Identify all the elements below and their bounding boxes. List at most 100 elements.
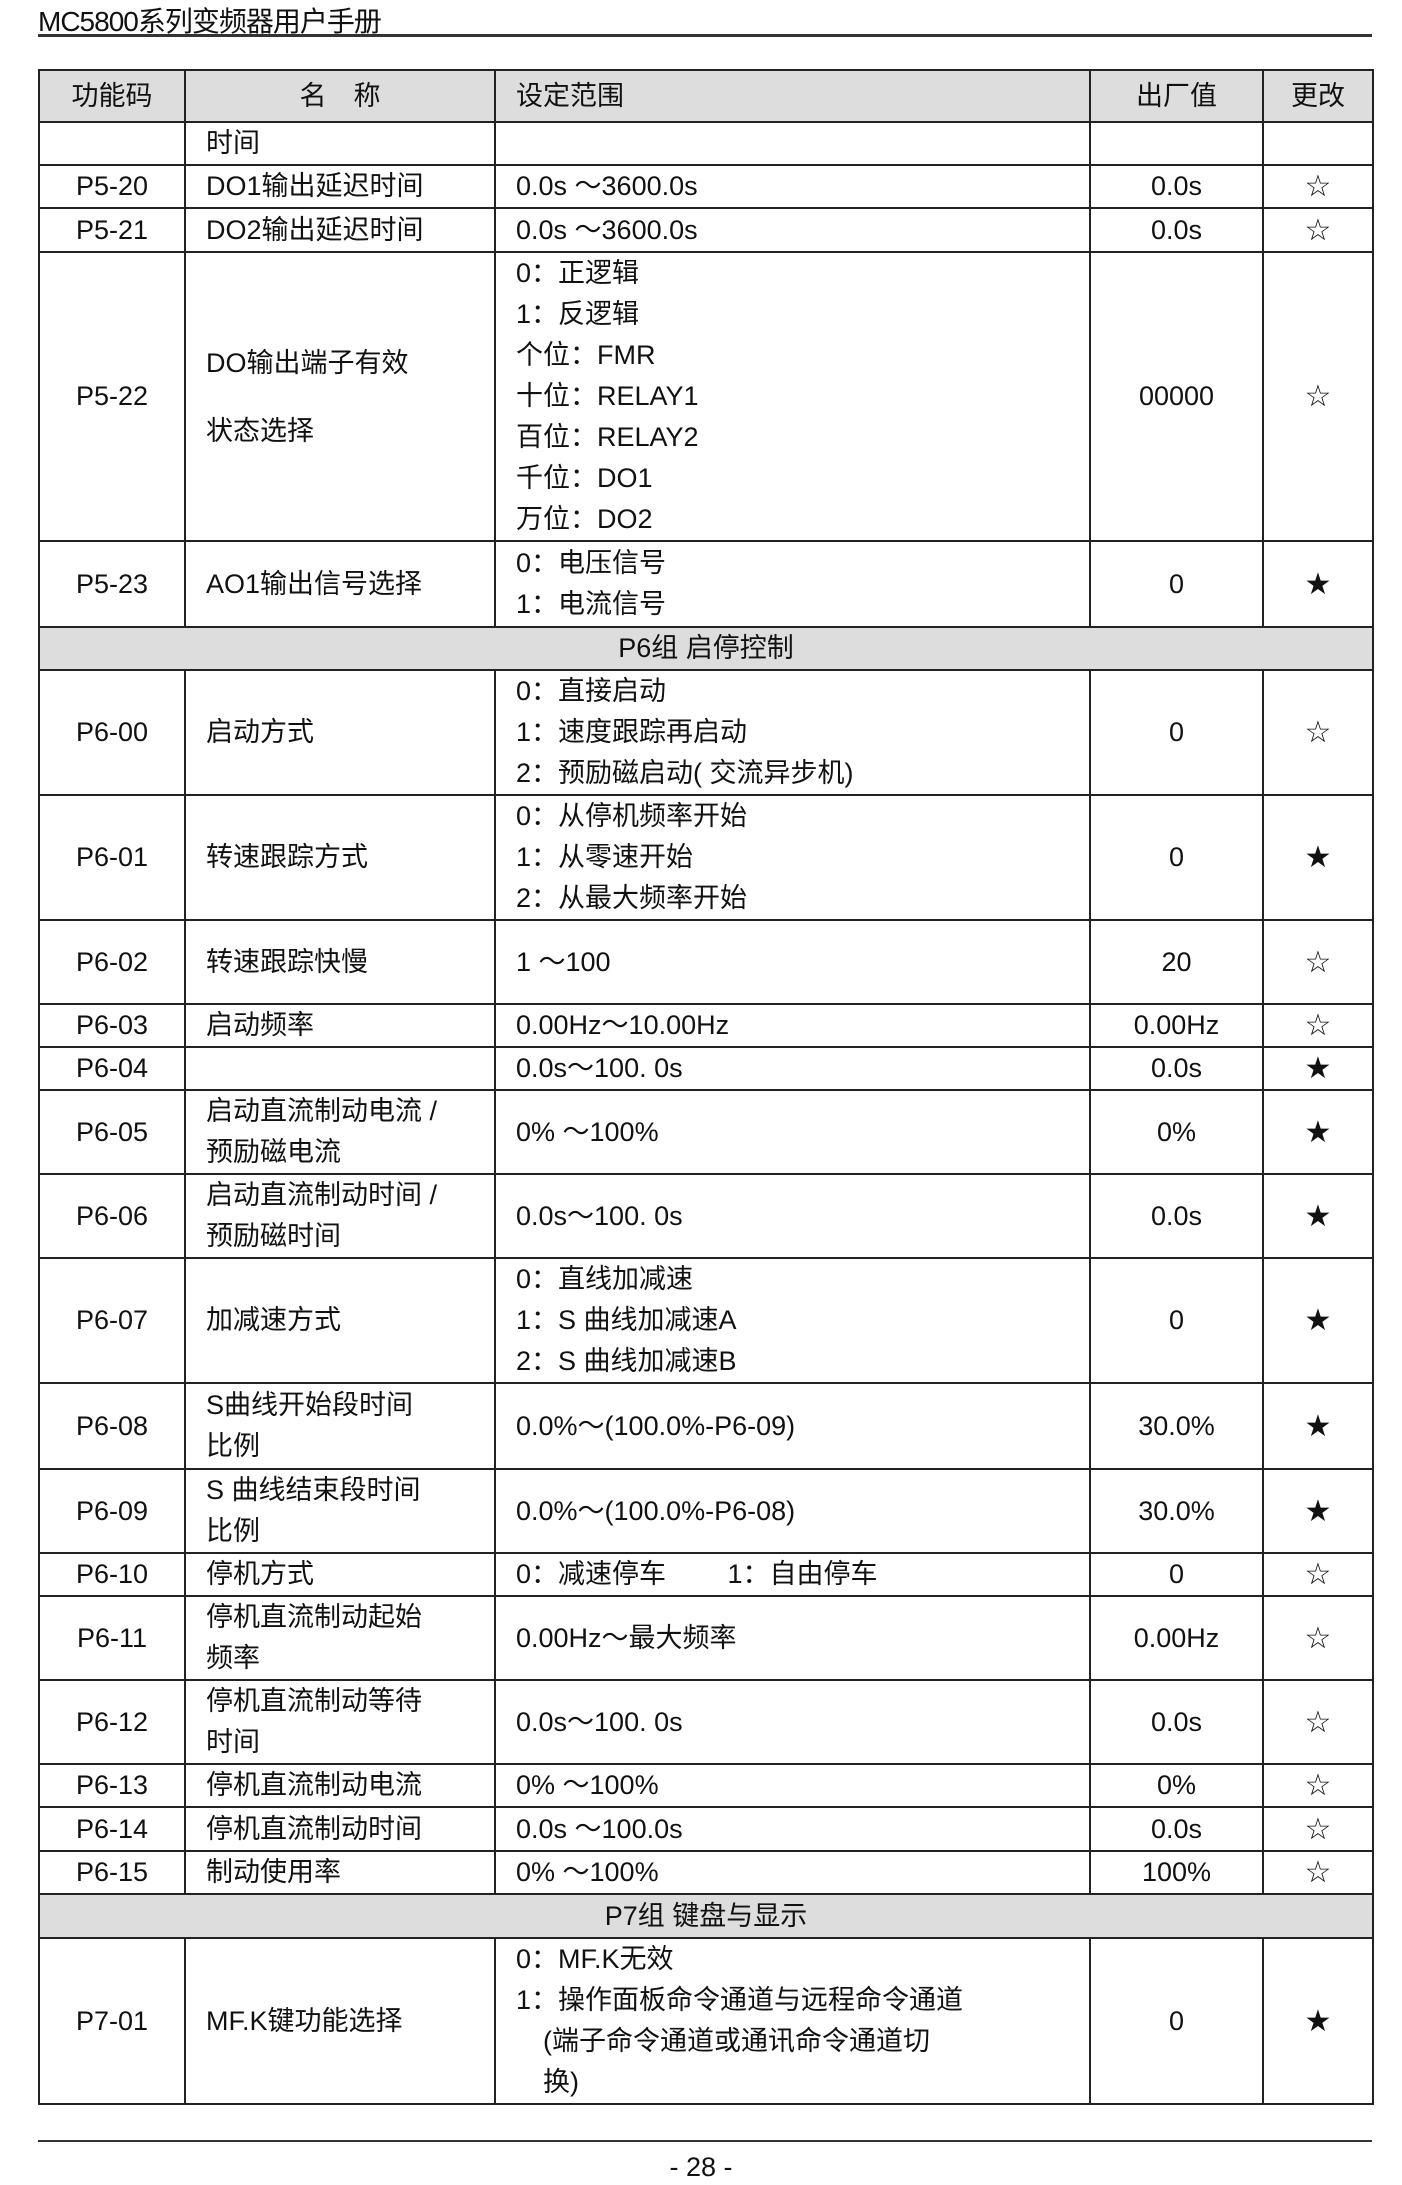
- outline-star-icon: ☆: [1262, 251, 1374, 542]
- filled-star-icon: ★: [1262, 1089, 1374, 1175]
- param-default: 0.0s: [1089, 207, 1264, 253]
- outline-star-icon: ☆: [1262, 1806, 1374, 1852]
- param-default: 20: [1089, 919, 1264, 1005]
- table-row: P6-02 转速跟踪快慢 1 ～100 20 ☆: [38, 919, 1374, 1005]
- range-line: 换): [516, 2067, 579, 2097]
- filled-star-icon: ★: [1262, 1257, 1374, 1384]
- param-range: 0：直接启动 1：速度跟踪再启动 2：预励磁启动( 交流异步机): [494, 669, 1091, 796]
- range-line: 0.0s～100. 0s: [516, 1706, 683, 1737]
- name-line: 比例: [206, 1431, 260, 1461]
- param-name: S 曲线结束段时间 比例: [184, 1468, 496, 1554]
- range-line: 2：预励磁启动( 交流异步机): [516, 758, 854, 788]
- param-default: 0: [1089, 1257, 1264, 1384]
- param-code: P6-12: [38, 1679, 186, 1765]
- table-row: P6-10 停机方式 0：减速停车 1：自由停车 0 ☆: [38, 1552, 1374, 1597]
- param-range: 0：减速停车 1：自由停车: [494, 1552, 1091, 1597]
- param-range: 0.0s ～3600.0s: [494, 207, 1091, 253]
- param-name: 制动使用率: [184, 1850, 496, 1895]
- range-line: 0.0s～100. 0s: [516, 1053, 683, 1083]
- group-header-row: P7组 键盘与显示: [38, 1893, 1374, 1939]
- table-row: P5-21 DO2输出延迟时间 0.0s ～3600.0s 0.0s ☆: [38, 207, 1374, 253]
- param-name: 转速跟踪快慢: [184, 919, 496, 1005]
- table-row: P6-06 启动直流制动时间 / 预励磁时间 0.0s～100. 0s 0.0s …: [38, 1173, 1374, 1259]
- range-line: 0：电压信号: [516, 548, 667, 578]
- param-range: 0：直线加减速 1：S 曲线加减速A 2：S 曲线加减速B: [494, 1257, 1091, 1384]
- param-code: P6-15: [38, 1850, 186, 1895]
- param-code: P6-07: [38, 1257, 186, 1384]
- range-line: 0.0s ～3600.0s: [516, 171, 698, 201]
- param-name: 转速跟踪方式: [184, 794, 496, 921]
- page-number: - 28 -: [669, 2152, 733, 2182]
- param-default: 100%: [1089, 1850, 1264, 1895]
- table-row: P6-04 0.0s～100. 0s 0.0s ★: [38, 1046, 1374, 1091]
- filled-star-icon: ★: [1262, 1468, 1374, 1554]
- range-line: 0：直线加减速: [516, 1264, 694, 1294]
- param-code: P6-13: [38, 1763, 186, 1808]
- range-line: 0.0s ～3600.0s: [516, 214, 698, 245]
- range-line: 1：速度跟踪再启动: [516, 717, 748, 747]
- param-default: 0: [1089, 540, 1264, 628]
- param-code: P5-21: [38, 207, 186, 253]
- name-line: 转速跟踪快慢: [206, 946, 368, 977]
- param-code: P6-01: [38, 794, 186, 921]
- param-default: 0: [1089, 794, 1264, 921]
- table-row: P6-09 S 曲线结束段时间 比例 0.0%～(100.0%-P6-08) 30…: [38, 1468, 1374, 1554]
- outline-star-icon: ☆: [1262, 669, 1374, 796]
- table-row: P6-03 启动频率 0.00Hz～10.00Hz 0.00Hz ☆: [38, 1003, 1374, 1048]
- param-name: 启动直流制动电流 / 预励磁电流: [184, 1089, 496, 1175]
- param-name: DO输出端子有效 状态选择: [184, 251, 496, 542]
- param-range: 0.00Hz～最大频率: [494, 1595, 1091, 1681]
- param-name: 启动方式: [184, 669, 496, 796]
- range-line: 百位：RELAY2: [516, 422, 699, 452]
- param-range: 0.0%～(100.0%-P6-08): [494, 1468, 1091, 1554]
- param-range: 0.0s～100. 0s: [494, 1173, 1091, 1259]
- range-line: 0% ～100%: [516, 1770, 659, 1800]
- name-line: 启动频率: [206, 1010, 314, 1040]
- param-name: 停机直流制动时间: [184, 1806, 496, 1852]
- outline-star-icon: ☆: [1262, 1850, 1374, 1895]
- param-name: DO2输出延迟时间: [184, 207, 496, 253]
- name-line: 加减速方式: [206, 1305, 341, 1335]
- name-line: 启动直流制动时间 /: [206, 1180, 438, 1210]
- name-line: 制动使用率: [206, 1857, 341, 1887]
- range-line: 0：MF.K无效: [516, 1944, 674, 1974]
- outline-star-icon: ☆: [1262, 164, 1374, 209]
- param-code: P6-00: [38, 669, 186, 796]
- param-name: 加减速方式: [184, 1257, 496, 1384]
- outline-star-icon: ☆: [1262, 1595, 1374, 1681]
- param-name: AO1输出信号选择: [184, 540, 496, 628]
- table-row: P6-12 停机直流制动等待 时间 0.0s～100. 0s 0.0s ☆: [38, 1679, 1374, 1765]
- filled-star-icon: ★: [1262, 540, 1374, 628]
- param-code: P6-10: [38, 1552, 186, 1597]
- name-line: S 曲线结束段时间: [206, 1475, 421, 1505]
- outline-star-icon: ☆: [1262, 1679, 1374, 1765]
- col-range: 设定范围: [494, 69, 1091, 123]
- param-default: 0%: [1089, 1089, 1264, 1175]
- param-range: 0.0%～(100.0%-P6-09): [494, 1382, 1091, 1470]
- table-row: P6-01 转速跟踪方式 0：从停机频率开始 1：从零速开始 2：从最大频率开始 0…: [38, 794, 1374, 921]
- param-range: 0：从停机频率开始 1：从零速开始 2：从最大频率开始: [494, 794, 1091, 921]
- param-name: 停机直流制动电流: [184, 1763, 496, 1808]
- name-line: 预励磁电流: [206, 1137, 341, 1167]
- outline-star-icon: ☆: [1262, 1003, 1374, 1048]
- param-name: MF.K键功能选择: [184, 1937, 496, 2105]
- table-row: P5-22 DO输出端子有效 状态选择 0：正逻辑 1：反逻辑 个位：FMR 十位：RE…: [38, 251, 1374, 542]
- table-row: P6-05 启动直流制动电流 / 预励磁电流 0% ～100% 0% ★: [38, 1089, 1374, 1175]
- range-line: 2：从最大频率开始: [516, 883, 748, 913]
- param-range: 0.00Hz～10.00Hz: [494, 1003, 1091, 1048]
- range-line: 1：反逻辑: [516, 299, 640, 329]
- param-name: [184, 1046, 496, 1091]
- range-line: 千位：DO1: [516, 463, 653, 493]
- param-range: 0% ～100%: [494, 1850, 1091, 1895]
- param-default: 0.00Hz: [1089, 1003, 1264, 1048]
- param-range: 0% ～100%: [494, 1089, 1091, 1175]
- name-line: 频率: [206, 1643, 260, 1673]
- outline-star-icon: [1262, 121, 1374, 166]
- col-default: 出厂值: [1089, 69, 1264, 123]
- col-code: 功能码: [38, 69, 186, 123]
- header-divider: [38, 34, 1372, 37]
- table-header: 功能码 名 称 设定范围 出厂值 更改: [38, 69, 1374, 123]
- parameter-table: 功能码 名 称 设定范围 出厂值 更改 时间 P5-20 DO1输出延迟时间 0…: [38, 69, 1374, 2105]
- table-row: P6-13 停机直流制动电流 0% ～100% 0% ☆: [38, 1763, 1374, 1808]
- range-line: 0.0%～(100.0%-P6-09): [516, 1410, 796, 1441]
